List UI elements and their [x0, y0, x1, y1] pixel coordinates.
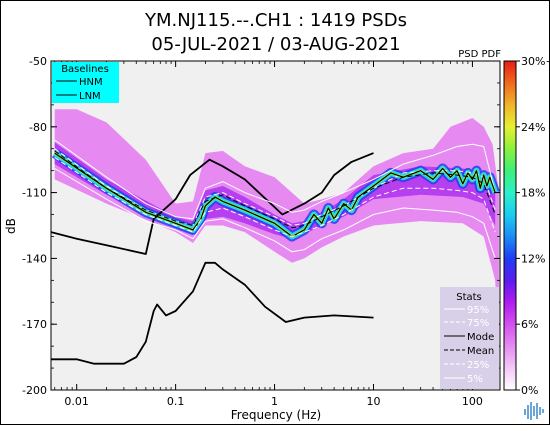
- x-tick-label: 1: [271, 395, 278, 408]
- chart-title: YM.NJ115.--.CH1 : 1419 PSDs: [144, 10, 407, 31]
- colorbar-tick-label: 12%: [521, 252, 545, 265]
- colorbar-tick-label: 6%: [521, 318, 538, 331]
- colorbar: [503, 60, 517, 391]
- axes-layer: 0.01 0.1 1 10 100 -50 -80 -110 -140 -170 -200: [22, 55, 500, 408]
- y-tick-label: -80: [29, 121, 47, 134]
- legend-entry-hnm: HNM: [79, 77, 103, 88]
- y-tick-label: -170: [22, 318, 47, 331]
- y-tick-label: -200: [22, 384, 47, 397]
- stats-legend: Stats 95% 75% Mode Mean 25% 5%: [440, 287, 499, 389]
- chart-subtitle: 05-JUL-2021 / 03-AUG-2021: [151, 34, 400, 55]
- y-tick-label: -50: [29, 55, 47, 68]
- colorbar-tick-label: 18%: [521, 187, 545, 200]
- colorbar-label: PSD PDF: [458, 49, 501, 60]
- colorbar-tick-label: 24%: [521, 121, 545, 134]
- stats-entry-75: 75%: [467, 318, 489, 329]
- stats-entry-25: 25%: [467, 360, 489, 371]
- x-tick-label: 10: [366, 395, 380, 408]
- stats-entry-mean: Mean: [467, 346, 494, 357]
- stats-legend-title: Stats: [456, 292, 482, 303]
- x-tick-label: 0.1: [167, 395, 185, 408]
- y-axis-label: dB: [4, 218, 18, 234]
- x-tick-label: 0.01: [64, 395, 89, 408]
- legend-entry-lnm: LNM: [79, 91, 101, 102]
- stats-entry-mode: Mode: [467, 332, 494, 343]
- series-75pct: [54, 148, 496, 226]
- x-tick-label: 100: [462, 395, 483, 408]
- baselines-legend: Baselines HNM LNM: [52, 62, 119, 103]
- iris-logo-icon: [524, 402, 544, 420]
- series-hnm: [51, 152, 374, 255]
- stats-entry-95: 95%: [467, 305, 489, 316]
- stats-entry-5: 5%: [467, 374, 483, 385]
- series-95pct: [54, 139, 496, 220]
- baselines-legend-box: [52, 62, 119, 103]
- x-axis-label: Frequency (Hz): [231, 408, 322, 422]
- colorbar-tick-label: 30%+: [521, 55, 550, 68]
- series-25pct: [54, 157, 496, 237]
- y-tick-label: -110: [22, 187, 47, 200]
- colorbar-ticks: 0% 6% 12% 18% 24% 30%+: [516, 55, 550, 397]
- series-layer: [51, 139, 496, 365]
- colorbar-tick-label: 0%: [521, 384, 538, 397]
- series-lnm: [51, 261, 374, 365]
- y-tick-label: -140: [22, 252, 47, 265]
- stats-legend-box: [440, 287, 499, 389]
- series-5pct: [54, 168, 496, 259]
- baselines-legend-title: Baselines: [61, 64, 109, 75]
